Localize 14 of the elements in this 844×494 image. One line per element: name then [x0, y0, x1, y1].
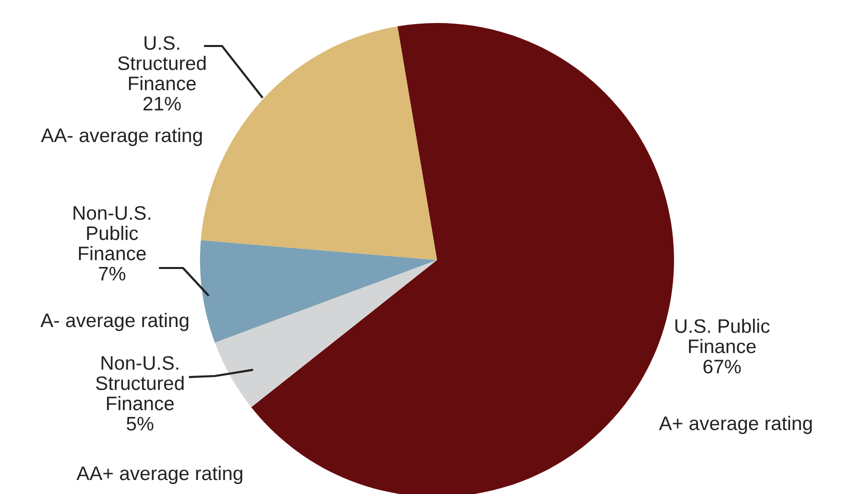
- text: AA+ average rating: [76, 466, 242, 484]
- data-label: 21%: [144, 96, 181, 111]
- text: A- average rating: [40, 312, 188, 332]
- slice-label: U.S. Structured Finance: [118, 36, 206, 90]
- data-label: 7%: [98, 266, 126, 281]
- data-label: 67%: [704, 360, 741, 374]
- data-label: 5%: [126, 416, 154, 431]
- pie-slice: [214, 260, 437, 408]
- slice-label: Non-U.S. Public Finance: [74, 206, 150, 260]
- text: A+ average rating: [659, 416, 812, 434]
- pie-slice: [200, 240, 437, 343]
- slice-label: U.S. Public Finance: [675, 318, 770, 354]
- text: AA- average rating: [40, 128, 202, 146]
- slice-label: Non-U.S. Structured Finance: [96, 356, 184, 410]
